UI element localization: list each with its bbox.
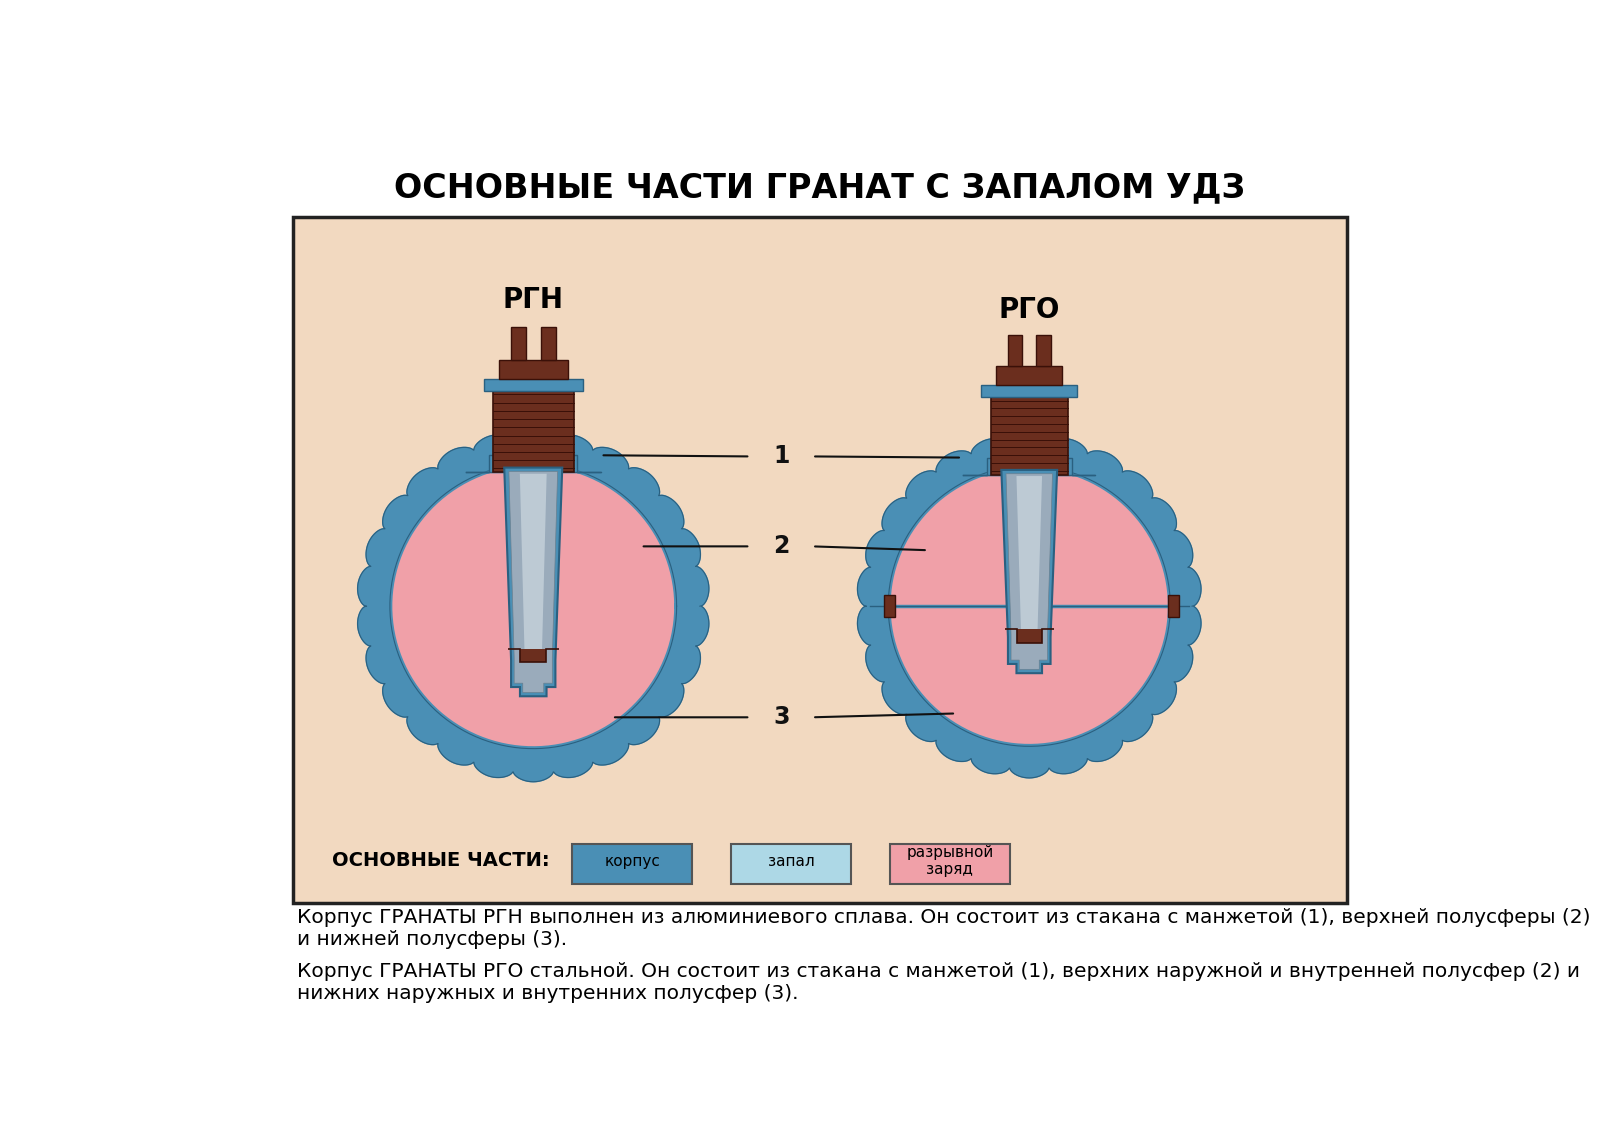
FancyBboxPatch shape: [1008, 335, 1022, 366]
FancyBboxPatch shape: [997, 366, 1062, 386]
Polygon shape: [1016, 476, 1042, 629]
FancyBboxPatch shape: [731, 844, 851, 884]
Text: 1: 1: [773, 444, 789, 468]
Text: разрывной
заряд: разрывной заряд: [906, 845, 994, 878]
Text: корпус: корпус: [605, 854, 661, 869]
FancyBboxPatch shape: [885, 595, 894, 618]
Text: РГН: РГН: [502, 286, 563, 313]
FancyBboxPatch shape: [510, 328, 526, 360]
Text: 3: 3: [773, 706, 789, 729]
Polygon shape: [1005, 629, 1054, 644]
Text: РГО: РГО: [998, 295, 1059, 323]
Text: Корпус ГРАНАТЫ РГН выполнен из алюминиевого сплава. Он состоит из стакана с манж: Корпус ГРАНАТЫ РГН выполнен из алюминиев…: [298, 908, 1590, 949]
FancyBboxPatch shape: [573, 844, 693, 884]
FancyBboxPatch shape: [990, 397, 1069, 475]
Polygon shape: [466, 456, 600, 473]
Polygon shape: [390, 464, 677, 749]
FancyBboxPatch shape: [1168, 595, 1179, 618]
Text: ОСНОВНЫЕ ЧАСТИ:: ОСНОВНЫЕ ЧАСТИ:: [331, 851, 549, 870]
FancyBboxPatch shape: [483, 379, 582, 390]
FancyBboxPatch shape: [890, 844, 1010, 884]
Text: 2: 2: [773, 534, 789, 559]
Text: Корпус ГРАНАТЫ РГО стальной. Он состоит из стакана с манжетой (1), верхних наруж: Корпус ГРАНАТЫ РГО стальной. Он состоит …: [298, 962, 1579, 1003]
Text: ОСНОВНЫЕ ЧАСТИ ГРАНАТ С ЗАПАЛОМ УДЗ: ОСНОВНЫЕ ЧАСТИ ГРАНАТ С ЗАПАЛОМ УДЗ: [394, 171, 1246, 204]
FancyBboxPatch shape: [499, 360, 568, 379]
Polygon shape: [504, 467, 562, 697]
Polygon shape: [358, 431, 709, 782]
Polygon shape: [858, 434, 1202, 778]
Polygon shape: [520, 474, 547, 653]
Polygon shape: [963, 458, 1094, 475]
Polygon shape: [1006, 474, 1053, 670]
FancyBboxPatch shape: [541, 328, 555, 360]
Polygon shape: [507, 648, 558, 663]
Text: запал: запал: [768, 854, 814, 869]
FancyBboxPatch shape: [1037, 335, 1051, 366]
Polygon shape: [1002, 469, 1058, 673]
Polygon shape: [509, 472, 558, 692]
FancyBboxPatch shape: [293, 217, 1347, 903]
FancyBboxPatch shape: [493, 390, 573, 473]
FancyBboxPatch shape: [981, 386, 1077, 397]
Polygon shape: [888, 466, 1170, 746]
